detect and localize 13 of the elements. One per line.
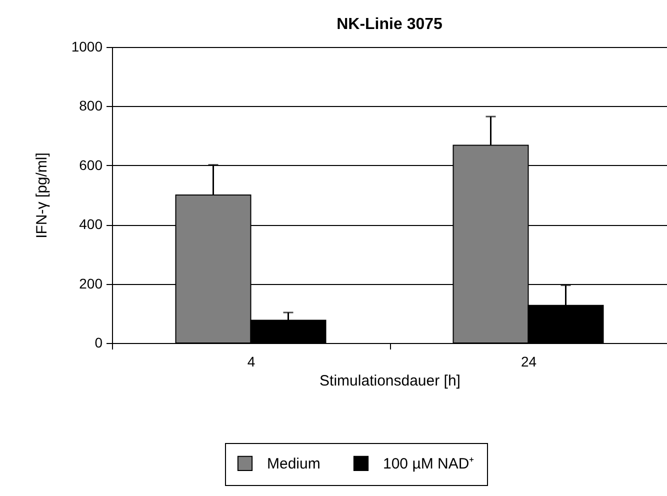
y-tick-label: 1000 <box>71 38 103 54</box>
y-tick-label: 800 <box>79 98 103 114</box>
y-axis-title: IFN-γ [pg/ml] <box>33 152 50 238</box>
y-tick-label: 200 <box>79 275 103 292</box>
x-tick-label: 4 <box>247 354 256 370</box>
x-axis-title: Stimulationsdauer [h] <box>320 372 460 390</box>
y-tick-label: 0 <box>94 334 103 350</box>
chart-title: NK-Linie 3075 <box>336 16 443 33</box>
x-tick-label: 24 <box>520 354 537 370</box>
legend-label: 100 µM NAD⁺ <box>383 455 474 472</box>
y-tick-label: 600 <box>79 156 103 173</box>
legend-label: Medium <box>267 455 320 472</box>
y-tick-label: 400 <box>79 216 103 232</box>
